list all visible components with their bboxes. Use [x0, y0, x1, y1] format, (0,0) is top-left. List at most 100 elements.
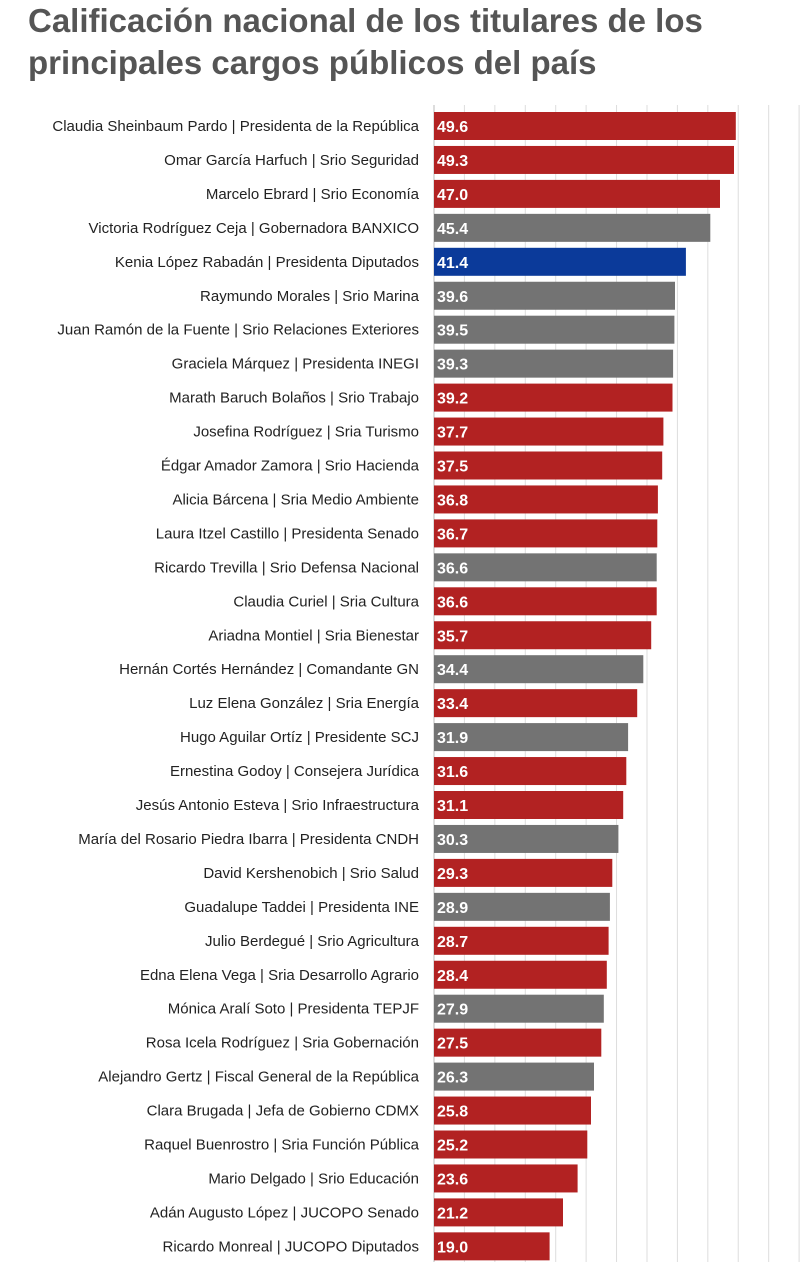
value-label: 23.6: [437, 1171, 468, 1188]
bar: [434, 485, 658, 514]
category-label: David Kershenobich | Srio Salud: [203, 865, 419, 882]
bar: [434, 451, 663, 480]
value-label: 49.3: [437, 153, 468, 170]
bar: [434, 383, 673, 412]
bar: [434, 1130, 588, 1159]
category-label: Adán Augusto López | JUCOPO Senado: [150, 1204, 419, 1221]
value-label: 27.9: [437, 1002, 468, 1019]
value-label: 21.2: [437, 1205, 468, 1222]
value-label: 31.9: [437, 730, 468, 747]
bar: [434, 655, 644, 684]
chart-title: Calificación nacional de los titulares d…: [28, 2, 703, 81]
value-label: 37.7: [437, 425, 468, 442]
category-label: Alicia Bárcena | Sria Medio Ambiente: [172, 491, 419, 508]
bar: [434, 213, 711, 242]
category-label: Luz Elena González | Sria Energía: [189, 695, 420, 712]
category-label: María del Rosario Piedra Ibarra | Presid…: [78, 831, 419, 848]
category-label: Marath Baruch Bolaños | Srio Trabajo: [169, 390, 419, 407]
bar: [434, 621, 652, 650]
bar: [434, 723, 629, 752]
category-label: Ariadna Montiel | Sria Bienestar: [208, 627, 419, 644]
bar: [434, 281, 675, 310]
value-label: 27.5: [437, 1036, 468, 1053]
category-label: Laura Itzel Castillo | Presidenta Senado: [156, 525, 419, 542]
category-label: Alejandro Gertz | Fiscal General de la R…: [98, 1069, 419, 1086]
value-label: 45.4: [437, 221, 468, 238]
bar: [434, 587, 657, 616]
bar: [434, 1198, 563, 1227]
category-label: Ricardo Trevilla | Srio Defensa Nacional: [154, 559, 419, 576]
category-label: Hugo Aguilar Ortíz | Presidente SCJ: [180, 729, 419, 746]
bar: [434, 349, 674, 378]
value-label: 31.1: [437, 798, 468, 815]
value-label: 37.5: [437, 459, 468, 476]
category-labels: Claudia Sheinbaum Pardo | Presidenta de …: [52, 118, 419, 1255]
bar: [434, 1096, 591, 1125]
value-label: 33.4: [437, 696, 468, 713]
category-label: Edna Elena Vega | Sria Desarrollo Agrari…: [140, 967, 419, 984]
value-label: 49.6: [437, 119, 468, 136]
bar: [434, 315, 675, 344]
value-label: 47.0: [437, 187, 468, 204]
value-label: 28.9: [437, 900, 468, 917]
value-label: 36.6: [437, 594, 468, 611]
bar: [434, 892, 610, 921]
value-label: 39.6: [437, 289, 468, 306]
value-label: 25.2: [437, 1138, 468, 1155]
bar: [434, 179, 720, 208]
bar: [434, 858, 613, 887]
bar: [434, 1062, 594, 1091]
value-label: 36.7: [437, 526, 468, 543]
bar: [434, 145, 734, 174]
value-label: 31.6: [437, 764, 468, 781]
category-label: Raymundo Morales | Srio Marina: [200, 288, 420, 305]
category-label: Josefina Rodríguez | Sria Turismo: [193, 424, 419, 441]
value-label: 39.5: [437, 323, 468, 340]
bar: [434, 791, 624, 819]
value-label: 25.8: [437, 1104, 468, 1121]
category-label: Édgar Amador Zamora | Srio Hacienda: [161, 458, 420, 475]
bar: [434, 689, 638, 718]
category-label: Ricardo Monreal | JUCOPO Diputados: [163, 1238, 420, 1255]
category-label: Raquel Buenrostro | Sria Función Pública: [144, 1137, 420, 1154]
value-label: 28.4: [437, 968, 468, 985]
bar: [434, 824, 619, 853]
value-label: 36.8: [437, 492, 468, 509]
value-label: 29.3: [437, 866, 468, 883]
value-label: 30.3: [437, 832, 468, 849]
value-label: 26.3: [437, 1070, 468, 1087]
value-label: 34.4: [437, 662, 468, 679]
bar: [434, 519, 658, 548]
category-label: Ernestina Godoy | Consejera Jurídica: [170, 763, 420, 780]
category-label: Guadalupe Taddei | Presidenta INE: [184, 899, 419, 916]
category-label: Claudia Sheinbaum Pardo | Presidenta de …: [52, 118, 419, 135]
bar: [434, 553, 657, 582]
bar: [434, 1164, 578, 1193]
category-label: Jesús Antonio Esteva | Srio Infraestruct…: [136, 797, 420, 814]
bar: [434, 960, 607, 989]
category-label: Omar García Harfuch | Srio Seguridad: [164, 152, 419, 169]
bar: [434, 926, 609, 955]
category-label: Rosa Icela Rodríguez | Sria Gobernación: [146, 1035, 419, 1052]
category-label: Mónica Aralí Soto | Presidenta TEPJF: [168, 1001, 419, 1018]
bar: [434, 417, 664, 446]
value-label: 39.3: [437, 357, 468, 374]
value-label: 35.7: [437, 628, 468, 645]
bar: [434, 757, 627, 786]
category-label: Clara Brugada | Jefa de Gobierno CDMX: [147, 1103, 419, 1120]
value-label: 41.4: [437, 255, 468, 272]
category-label: Kenia López Rabadán | Presidenta Diputad…: [115, 254, 419, 271]
category-label: Mario Delgado | Srio Educación: [208, 1170, 419, 1187]
category-label: Graciela Márquez | Presidenta INEGI: [172, 356, 419, 373]
bar: [434, 1028, 602, 1057]
value-label: 28.7: [437, 934, 468, 951]
category-label: Marcelo Ebrard | Srio Economía: [206, 186, 420, 203]
bar: [434, 247, 686, 276]
category-label: Claudia Curiel | Sria Cultura: [233, 593, 419, 610]
category-label: Hernán Cortés Hernández | Comandante GN: [119, 661, 419, 678]
value-label: 36.6: [437, 560, 468, 577]
value-labels: 49.6 49.3 47.0 45.4 41.4 39.6 39.5 39.3 39.2 37.7…: [437, 119, 468, 1256]
value-label: 19.0: [437, 1239, 468, 1256]
bars: [434, 112, 736, 1261]
